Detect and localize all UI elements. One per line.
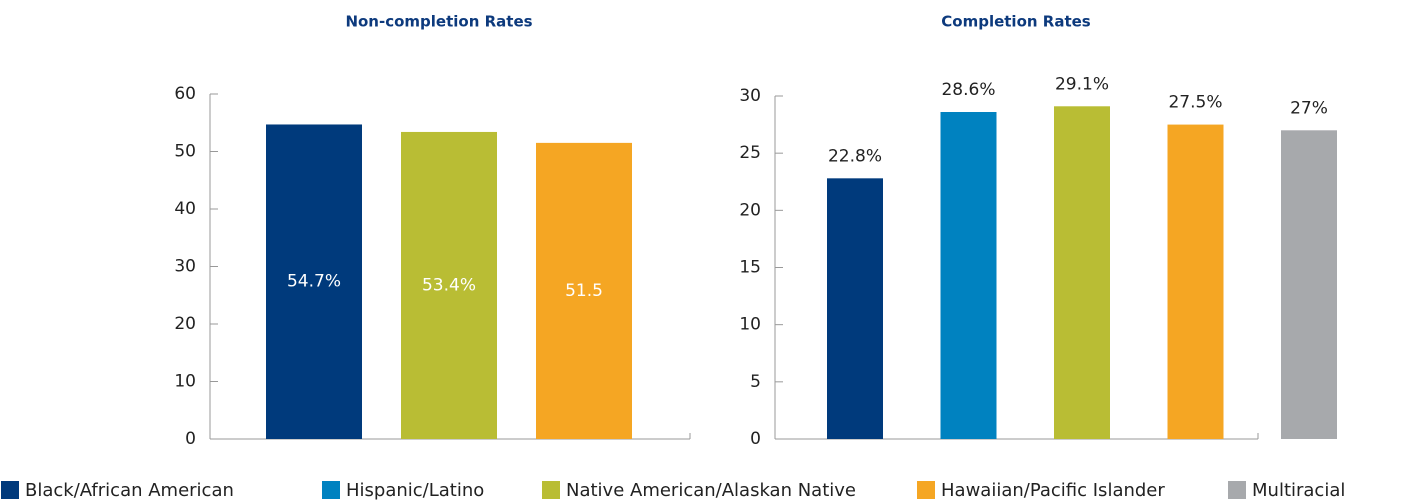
y-tick-label: 15 [739, 258, 761, 278]
legend-label: Hawaiian/Pacific Islander [941, 480, 1165, 501]
data-label: 29.1% [1055, 74, 1109, 94]
y-tick-label: 0 [185, 429, 196, 449]
y-tick-label: 20 [174, 314, 196, 334]
legend-label: Multiracial [1252, 480, 1345, 501]
y-tick-label: 30 [739, 86, 761, 106]
bar [1054, 106, 1110, 439]
data-label: 53.4% [422, 275, 476, 295]
y-tick-label: 10 [739, 315, 761, 335]
legend-swatch [542, 481, 560, 499]
legend-swatch [917, 481, 935, 499]
y-tick-label: 60 [174, 84, 196, 104]
chart-title: Non-completion Rates [345, 13, 532, 31]
y-tick-label: 5 [750, 372, 761, 392]
data-label: 22.8% [828, 146, 882, 166]
y-tick-label: 25 [739, 143, 761, 163]
bar [827, 178, 883, 439]
bar [1167, 124, 1224, 439]
data-label: 27.5% [1168, 93, 1222, 113]
bar [266, 124, 362, 439]
bar [1281, 130, 1337, 440]
data-label: 51.5 [565, 281, 603, 301]
y-tick-label: 10 [174, 372, 196, 392]
legend-label: Black/African American [25, 480, 234, 501]
y-tick-label: 20 [739, 200, 761, 220]
legend-swatch [1228, 481, 1246, 499]
chart-title: Completion Rates [941, 13, 1091, 31]
data-label: 27% [1290, 98, 1328, 118]
legend-swatch [1, 481, 19, 499]
legend-swatch [322, 481, 340, 499]
legend-label: Hispanic/Latino [346, 480, 484, 501]
y-tick-label: 50 [174, 142, 196, 162]
legend-label: Native American/Alaskan Native [566, 480, 856, 501]
bar [401, 131, 497, 439]
y-tick-label: 40 [174, 199, 196, 219]
bar [536, 142, 632, 439]
bar [940, 112, 997, 440]
y-tick-label: 0 [750, 429, 761, 449]
y-tick-label: 30 [174, 257, 196, 277]
data-label: 54.7% [287, 272, 341, 292]
data-label: 28.6% [941, 80, 995, 100]
